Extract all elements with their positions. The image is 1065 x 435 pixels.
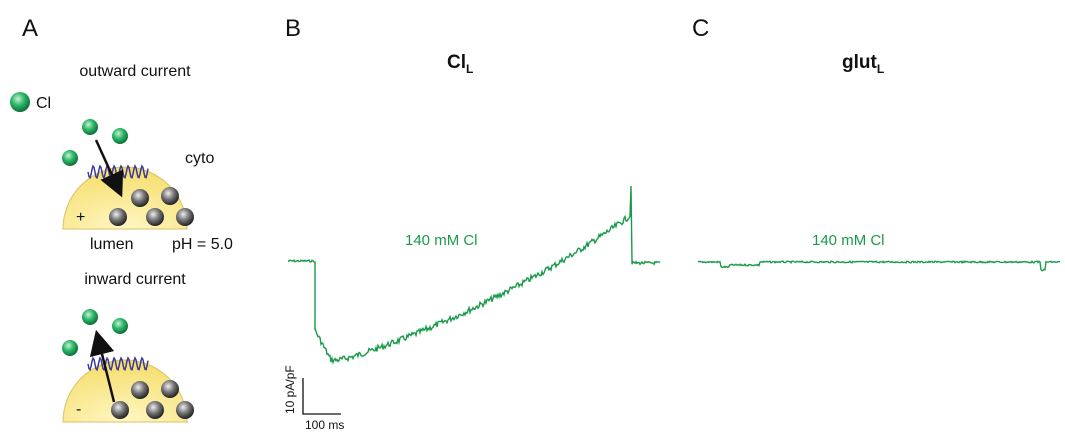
cl-ion — [10, 92, 30, 112]
trace-title: glutL — [842, 52, 884, 76]
cl-ion — [62, 150, 78, 166]
cation — [131, 381, 149, 399]
panel-label: C — [692, 15, 709, 42]
cation — [146, 401, 164, 419]
cation — [161, 187, 179, 205]
cation — [146, 208, 164, 226]
arrow — [89, 329, 116, 403]
scale-y-label: 10 pA/pF — [283, 365, 297, 414]
cation — [111, 401, 129, 419]
title-main: glut — [842, 52, 877, 73]
current-trace — [287, 185, 661, 365]
trace-label: 140 mM Cl — [812, 232, 885, 249]
cations — [109, 187, 194, 226]
cl-ions — [62, 309, 128, 356]
cl-ion — [112, 128, 128, 144]
cl-ions — [62, 119, 128, 166]
cation — [176, 208, 194, 226]
trace-title: ClL — [447, 52, 473, 76]
heading: outward current — [79, 63, 191, 80]
cations — [111, 380, 194, 419]
title-sub: L — [466, 62, 473, 76]
cation — [161, 380, 179, 398]
cation — [109, 208, 127, 226]
cl-ion — [62, 340, 78, 356]
panel-label: A — [22, 15, 38, 42]
cl-ion — [112, 318, 128, 334]
cl-ion — [82, 309, 98, 325]
legend-label: Cl — [36, 95, 51, 112]
ph-label: pH = 5.0 — [172, 236, 233, 253]
side-label: lumen — [90, 236, 134, 253]
arrow — [94, 139, 124, 198]
cation — [176, 401, 194, 419]
title-main: Cl — [447, 52, 466, 73]
title-sub: L — [877, 62, 884, 76]
transporter — [87, 356, 149, 372]
panel-label: B — [285, 15, 301, 42]
scale-bar — [302, 378, 341, 415]
cation — [131, 189, 149, 207]
current-trace — [697, 260, 1061, 272]
scale-x-label: 100 ms — [305, 418, 344, 432]
side-label: cyto — [185, 150, 214, 167]
charge: - — [76, 401, 81, 418]
charge: + — [76, 209, 85, 226]
cl-ion — [82, 119, 98, 135]
heading: inward current — [84, 271, 186, 288]
trace-label: 140 mM Cl — [405, 232, 478, 249]
